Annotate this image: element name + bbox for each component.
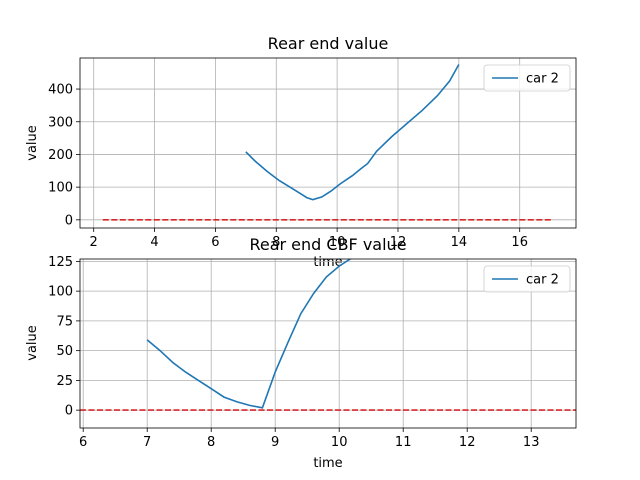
legend: car 2 [483,64,571,92]
rear-end-value-chart: Rear end value 2 4 6 8 10 12 14 16 0 100 200 300 400… [25,34,577,270]
y-tick-label: 400 [48,83,73,98]
ticks: 6 7 8 9 10 11 12 13 0 25 50 75 100 125 [48,255,539,450]
x-tick-label: 6 [79,435,87,450]
x-tick-label: 10 [331,435,348,450]
x-tick-label: 8 [207,435,215,450]
plot-frame [79,57,577,229]
x-tick-label: 12 [459,435,476,450]
y-tick-label: 100 [48,181,73,196]
rear-end-cbf-value-chart: Rear end CBF value 6 7 8 9 10 11 12 13 0 25 50 75 10… [25,235,577,471]
y-axis-label: value [25,325,40,361]
series-group [102,64,554,221]
chart-title: Rear end value [268,34,389,53]
series-line-car-2 [146,259,352,409]
y-axis-label: value [25,125,40,161]
x-tick-label: 10 [329,235,346,250]
plot-frame [79,258,577,429]
legend-label: car 2 [526,273,559,288]
x-tick-label: 9 [271,435,279,450]
y-tick-label: 75 [56,314,73,329]
x-tick-label: 7 [143,435,151,450]
y-tick-label: 25 [56,374,73,389]
y-tick-label: 200 [48,148,73,163]
y-tick-label: 300 [48,115,73,130]
x-tick-label: 12 [390,235,407,250]
y-tick-label: 0 [65,404,73,419]
x-tick-label: 14 [451,235,468,250]
chart-title: Rear end CBF value [249,235,406,254]
x-tick-label: 6 [211,235,219,250]
x-tick-label: 8 [272,235,280,250]
y-tick-label: 50 [56,344,73,359]
ticks: 2 4 6 8 10 12 14 16 0 100 200 300 400 [48,83,528,250]
x-tick-label: 4 [150,235,158,250]
y-tick-label: 100 [48,285,73,300]
series-group [80,259,576,411]
x-axis-label: time [313,456,342,471]
y-tick-label: 0 [65,213,73,228]
x-tick-label: 16 [511,235,528,250]
legend-frame [483,64,571,92]
x-tick-label: 13 [523,435,540,450]
x-tick-label: 11 [395,435,412,450]
legend-frame [483,265,571,293]
legend: car 2 [483,265,571,293]
x-tick-label: 2 [90,235,98,250]
series-line-car-2 [245,64,460,201]
legend-label: car 2 [526,72,559,87]
y-tick-label: 125 [48,255,73,270]
